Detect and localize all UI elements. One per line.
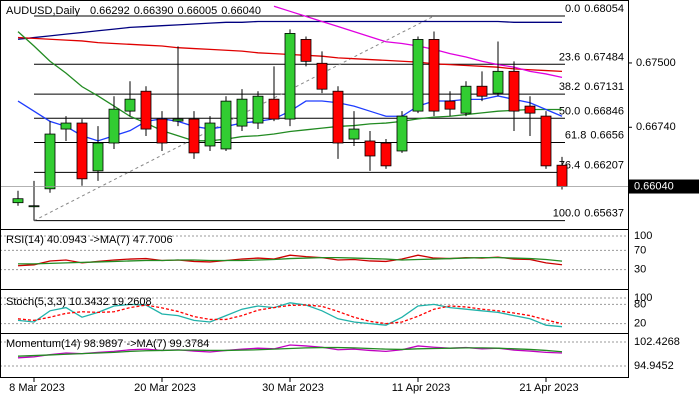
candle-body <box>220 100 232 150</box>
fib-level: 100.0 <box>553 208 581 220</box>
fib-level: 0.0 <box>565 3 580 15</box>
current-price-label: 0.66040 <box>634 180 674 192</box>
fib-price: 0.67131 <box>584 81 624 93</box>
candle-body <box>124 98 136 112</box>
candle-body <box>140 90 152 130</box>
indicator-line <box>18 256 563 265</box>
candle-body <box>76 122 88 180</box>
ohlc-value: 0.66390 <box>134 5 174 17</box>
y-tick-label: 100 <box>634 230 652 242</box>
candle-body <box>172 118 184 122</box>
candle-body <box>380 142 392 167</box>
candle-body <box>92 142 104 172</box>
candle-body <box>428 39 440 112</box>
candle-body <box>460 85 472 114</box>
candle-body <box>492 70 504 94</box>
current-price-box <box>629 179 699 194</box>
x-tick-label: 21 Apr 2023 <box>519 382 578 394</box>
fib-label: 76.4 0.66207 <box>559 159 624 171</box>
x-tick-label: 20 Mar 2023 <box>134 382 196 394</box>
y-tick-label: 100 <box>634 292 652 304</box>
panel-title: RSI(14) 40.0943 ->MA(7) 47.7006 <box>6 234 173 246</box>
candle-body <box>188 118 200 154</box>
indicator-line <box>17 302 563 328</box>
indicator-line <box>17 304 563 325</box>
candle-body <box>108 108 120 144</box>
candle-body <box>300 39 312 62</box>
candle-body <box>556 164 568 187</box>
ohlc-value: 0.66005 <box>178 5 218 17</box>
candle-body <box>28 205 40 208</box>
chart-layer: AUDUSD,Daily 0.66292 0.66390 0.66005 0.66040… <box>0 3 699 394</box>
candle-body <box>348 128 360 140</box>
candle-body <box>156 118 168 144</box>
fib-label: 100.0 0.65637 <box>553 208 624 220</box>
candle-body <box>252 95 264 124</box>
y-tick-label: 0.67500 <box>636 57 676 69</box>
candle-body <box>268 98 280 120</box>
fib-level: 61.8 <box>565 129 586 141</box>
x-tick-label: 30 Mar 2023 <box>262 382 324 394</box>
fib-price: 0.66207 <box>584 159 624 171</box>
fib-price: 0.67484 <box>584 51 624 63</box>
y-tick-label: 102.4268 <box>634 336 680 348</box>
y-tick-label: 94.9452 <box>634 360 674 372</box>
symbol: AUDUSD,Daily <box>6 5 80 17</box>
fib-price: 0.66846 <box>584 105 624 117</box>
panel-title: Momentum(14) 98.9897 ->MA(7) 99.3784 <box>6 338 209 350</box>
candle-body <box>284 33 296 120</box>
plot-frame <box>0 0 629 378</box>
ohlc-value: 0.66040 <box>221 5 261 17</box>
y-tick-label: 0.66740 <box>636 121 676 133</box>
candle-body <box>364 140 376 157</box>
candle-body <box>540 115 552 167</box>
fib-label: 23.6 0.67484 <box>559 51 624 63</box>
fib-level: 50.0 <box>559 105 580 117</box>
chart-header: AUDUSD,Daily 0.66292 0.66390 0.66005 0.66040 <box>6 5 261 17</box>
fib-label: 0.0 0.68054 <box>565 3 624 15</box>
x-tick-label: 11 Apr 2023 <box>392 382 451 394</box>
fib-label: 50.0 0.66846 <box>559 105 624 117</box>
candle-body <box>12 198 24 204</box>
candle-body <box>524 105 536 114</box>
candle-body <box>60 122 72 130</box>
fib-price: 0.65637 <box>584 208 624 220</box>
fib-price: 0.68054 <box>584 3 624 15</box>
candle-body <box>444 100 456 110</box>
candle-body <box>204 122 216 147</box>
candle-body <box>236 98 248 127</box>
candle-body <box>476 85 488 97</box>
indicator-line <box>17 346 563 357</box>
y-tick-label: 70 <box>634 244 646 256</box>
candle-body <box>412 39 424 112</box>
candle-body <box>396 115 408 152</box>
fib-level: 23.6 <box>559 51 580 63</box>
fib-price: 0.6656 <box>590 129 624 141</box>
candle-body <box>508 70 520 112</box>
y-tick-label: 80 <box>634 298 646 310</box>
candle-body <box>44 133 56 190</box>
indicator-line <box>17 31 562 142</box>
panel-title: Stoch(5,3,3) 10.3432 19.2608 <box>6 296 152 308</box>
y-tick-label: 30 <box>634 264 646 276</box>
candle-body <box>332 90 344 144</box>
y-tick-label: 20 <box>634 318 646 330</box>
indicator-line <box>17 20 562 40</box>
fib-label: 61.8 0.6656 <box>565 129 624 141</box>
fib-label: 38.2 0.67131 <box>559 81 624 93</box>
x-tick-label: 8 Mar 2023 <box>9 382 65 394</box>
ohlc-value: 0.66292 <box>90 5 130 17</box>
candle-body <box>316 62 328 90</box>
fib-level: 38.2 <box>559 81 580 93</box>
